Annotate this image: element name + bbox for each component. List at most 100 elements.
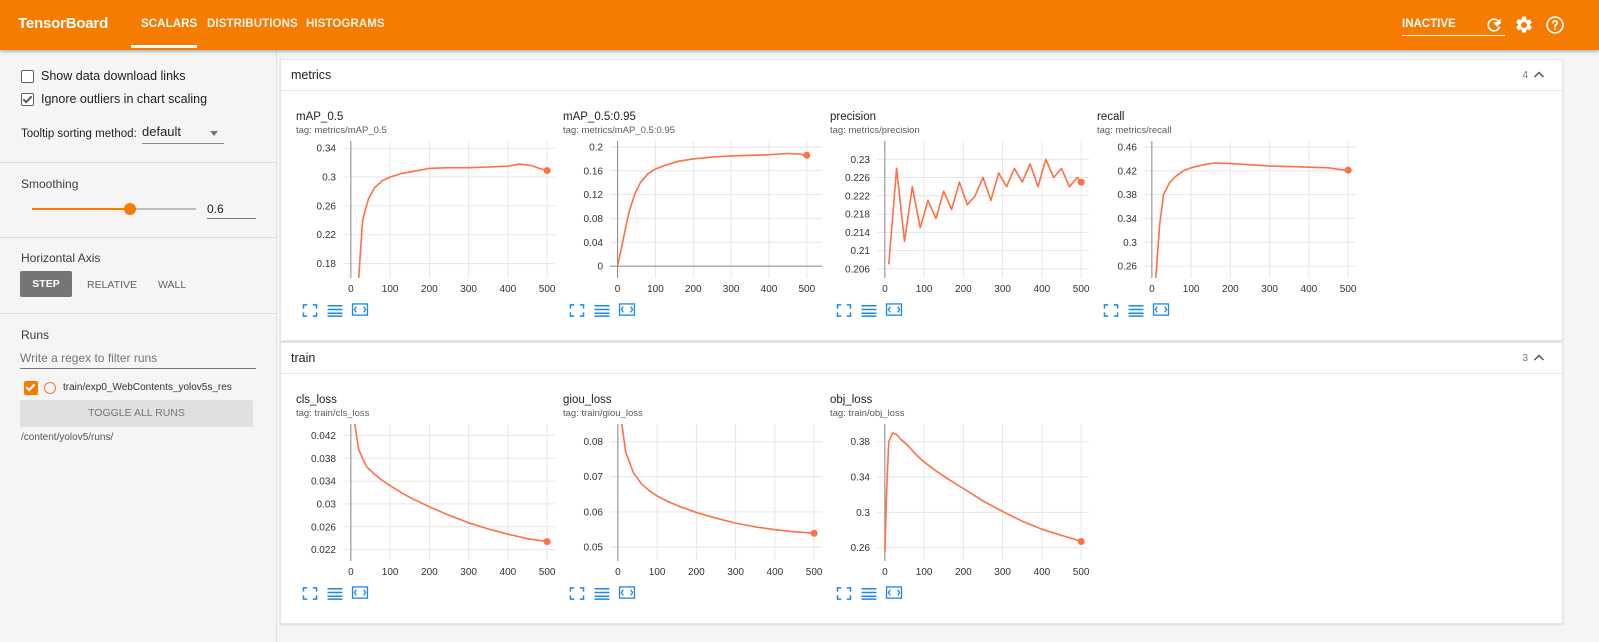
x-tick-label: 500	[799, 284, 816, 295]
chevron-up-icon[interactable]	[1533, 69, 1545, 81]
fit-domain-icon[interactable]	[351, 303, 369, 317]
runs-heading: Runs	[21, 328, 50, 342]
fullscreen-icon[interactable]	[568, 586, 586, 600]
y-tick-label: 0	[597, 262, 603, 273]
toggle-all-runs-button[interactable]: TOGGLE ALL RUNS	[20, 400, 253, 427]
run-checkbox[interactable]	[24, 381, 38, 395]
chart-plot[interactable]: 0.022 0.026 0.03 0.034 0.038 0.042 0 100 200 300 4…	[296, 420, 558, 584]
fit-domain-icon[interactable]	[351, 586, 369, 600]
fit-domain-icon[interactable]	[885, 586, 903, 600]
x-tick-label: 200	[1222, 284, 1239, 295]
x-tick-label: 500	[1073, 284, 1090, 295]
data-table-icon[interactable]	[593, 586, 611, 600]
chart-card: giou_loss tag: train/giou_loss 0.05 0.06 0…	[563, 394, 825, 604]
runs-filter-input[interactable]: Write a regex to filter runs	[20, 351, 256, 369]
fit-domain-icon[interactable]	[885, 303, 903, 317]
x-tick-label: 300	[727, 567, 744, 578]
smoothing-slider[interactable]	[32, 203, 196, 215]
fullscreen-icon[interactable]	[835, 303, 853, 317]
x-tick-label: 100	[916, 567, 933, 578]
x-tick-label: 0	[882, 567, 888, 578]
show-download-links-checkbox[interactable]	[21, 70, 34, 83]
chart-tag: tag: train/giou_loss	[563, 408, 643, 419]
fullscreen-icon[interactable]	[568, 303, 586, 317]
x-tick-label: 400	[761, 284, 778, 295]
tooltip-sorting-value: default	[142, 124, 182, 139]
y-tick-label: 0.3	[1123, 238, 1137, 249]
y-tick-label: 0.18	[317, 259, 337, 270]
x-tick-label: 500	[539, 284, 556, 295]
fullscreen-icon[interactable]	[301, 586, 319, 600]
y-tick-label: 0.226	[845, 173, 870, 184]
series-line	[1155, 162, 1349, 278]
fullscreen-icon[interactable]	[835, 586, 853, 600]
x-tick-label: 0	[615, 284, 621, 295]
x-tick-label: 200	[421, 284, 438, 295]
chart-plot[interactable]: 0.05 0.06 0.07 0.08 0 100 200 300 400 500	[563, 420, 825, 584]
group-count-badge: 4	[1522, 70, 1528, 81]
tab-distributions[interactable]: DISTRIBUTIONS	[207, 18, 298, 30]
chart-card: cls_loss tag: train/cls_loss 0.022 0.026 0…	[296, 394, 558, 604]
fullscreen-icon[interactable]	[1102, 303, 1120, 317]
fit-domain-icon[interactable]	[1152, 303, 1170, 317]
smoothing-input[interactable]: 0.6	[207, 202, 256, 219]
axis-relative-button[interactable]: RELATIVE	[87, 279, 137, 291]
series-line	[357, 163, 548, 278]
plugin-select[interactable]: INACTIVE	[1402, 14, 1505, 36]
x-tick-label: 500	[1073, 567, 1090, 578]
y-tick-label: 0.3	[856, 508, 870, 519]
data-table-icon[interactable]	[593, 303, 611, 317]
help-icon[interactable]	[1545, 15, 1565, 35]
metrics-group: metrics 4 mAP_0.5 tag: metrics/mAP_0.5 0…	[280, 59, 1563, 341]
fit-domain-icon[interactable]	[618, 586, 636, 600]
log-directory: /content/yolov5/runs/	[21, 432, 114, 443]
x-tick-label: 200	[421, 567, 438, 578]
chart-title: cls_loss	[296, 394, 337, 406]
chart-plot[interactable]: 0.26 0.3 0.34 0.38 0 100 200 300 400 500	[830, 420, 1092, 584]
data-table-icon[interactable]	[860, 586, 878, 600]
series-end-point	[543, 538, 551, 546]
chart-plot[interactable]: 0.26 0.3 0.34 0.38 0.42 0.46 0 100 200 300 400 500	[1097, 137, 1359, 301]
y-tick-label: 0.026	[311, 522, 336, 533]
x-tick-label: 300	[994, 284, 1011, 295]
y-tick-label: 0.03	[317, 499, 337, 510]
y-tick-label: 0.38	[1118, 190, 1138, 201]
chevron-up-icon[interactable]	[1533, 352, 1545, 364]
tooltip-sorting-dropdown[interactable]: default	[142, 124, 224, 144]
active-tab-indicator	[131, 45, 197, 48]
refresh-icon[interactable]	[1484, 15, 1504, 35]
x-tick-label: 300	[1261, 284, 1278, 295]
fullscreen-icon[interactable]	[301, 303, 319, 317]
tooltip-sorting-label: Tooltip sorting method:	[21, 128, 137, 140]
fit-domain-icon[interactable]	[618, 303, 636, 317]
chart-tag: tag: metrics/mAP_0.5:0.95	[563, 125, 675, 136]
ignore-outliers-checkbox[interactable]	[21, 93, 34, 106]
data-table-icon[interactable]	[326, 303, 344, 317]
chart-plot[interactable]: 0.206 0.21 0.214 0.218 0.222 0.226 0.23 0 100 200…	[830, 137, 1092, 301]
chevron-down-icon	[210, 131, 218, 136]
train-group-header[interactable]: train 3	[281, 343, 1562, 374]
data-table-icon[interactable]	[860, 303, 878, 317]
x-tick-label: 200	[688, 567, 705, 578]
y-tick-label: 0.218	[845, 210, 870, 221]
tab-histograms[interactable]: HISTOGRAMS	[306, 18, 385, 30]
smoothing-slider-handle[interactable]	[124, 203, 137, 215]
chart-title: obj_loss	[830, 394, 873, 406]
data-table-icon[interactable]	[1127, 303, 1145, 317]
plugin-select-value: INACTIVE	[1402, 18, 1456, 30]
chart-plot[interactable]: 0 0.04 0.08 0.12 0.16 0.2 0 100 200 300 400 500	[563, 137, 825, 301]
series-end-point	[1344, 166, 1352, 174]
chart-title: precision	[830, 111, 877, 123]
chart-card: obj_loss tag: train/obj_loss 0.26 0.3 0.34…	[830, 394, 1092, 604]
axis-wall-button[interactable]: WALL	[158, 279, 187, 291]
axis-step-button[interactable]: STEP	[20, 271, 72, 297]
data-table-icon[interactable]	[326, 586, 344, 600]
metrics-group-header[interactable]: metrics 4	[281, 60, 1562, 91]
chart-plot[interactable]: 0.18 0.22 0.26 0.3 0.34 0 100 200 300 400 500	[296, 137, 558, 301]
gear-icon[interactable]	[1514, 15, 1534, 35]
divider	[0, 313, 277, 314]
x-tick-label: 400	[767, 567, 784, 578]
x-tick-label: 100	[647, 284, 664, 295]
tab-scalars[interactable]: SCALARS	[141, 18, 198, 30]
series-line	[884, 432, 1082, 553]
